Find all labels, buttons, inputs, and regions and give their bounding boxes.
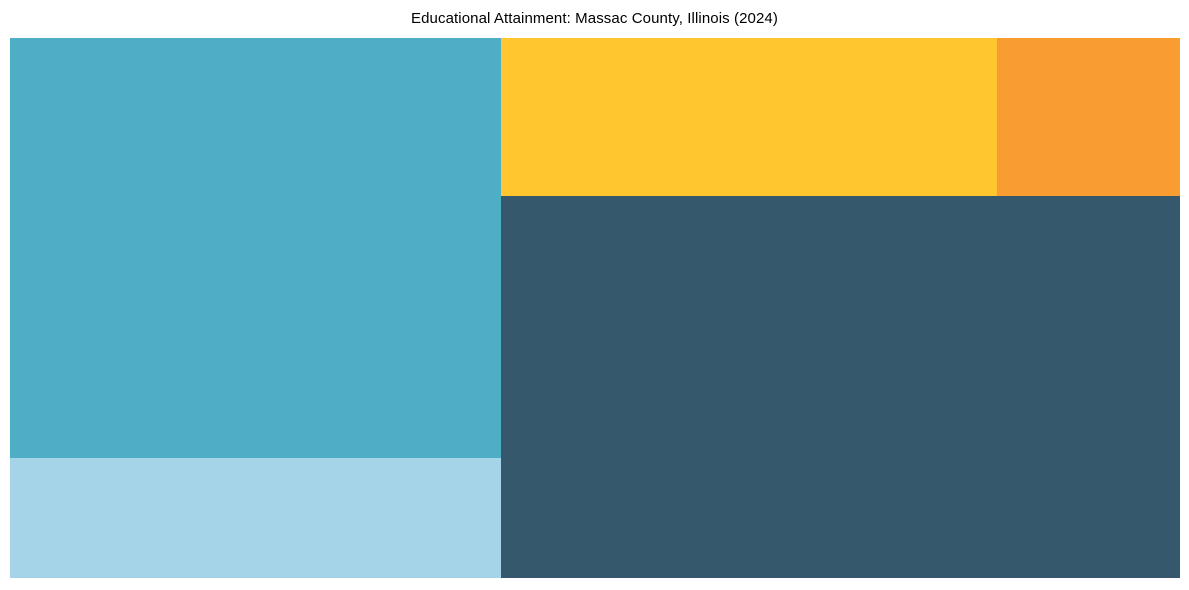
treemap-tile-dark-slate [501,196,1180,578]
treemap-tile-teal [10,38,501,458]
chart-title: Educational Attainment: Massac County, I… [411,10,778,27]
treemap-tile-yellow [501,38,997,196]
treemap-tile-light-blue [10,458,501,578]
treemap-tile-orange [997,38,1180,196]
